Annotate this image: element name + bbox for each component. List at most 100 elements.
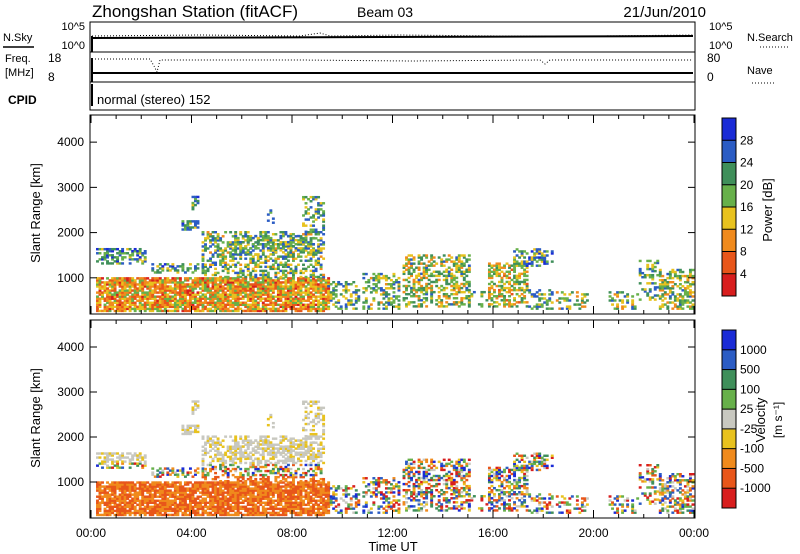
power-cell (229, 293, 233, 296)
power-cell (292, 273, 295, 277)
power-cell (490, 266, 494, 269)
power-cell (322, 307, 326, 311)
velocity-cell (266, 489, 270, 492)
velocity-cell (304, 491, 308, 494)
velocity-cell (204, 501, 207, 504)
velocity-cell (173, 495, 177, 498)
power-cell (266, 283, 270, 286)
power-cell (369, 291, 373, 294)
power-cell (284, 265, 288, 269)
velocity-cell (246, 491, 250, 494)
velocity-cell (106, 493, 109, 496)
velocity-cell (194, 485, 197, 488)
velocity-cell (98, 503, 102, 507)
power-cell (254, 277, 258, 280)
power-cell (141, 254, 145, 257)
power-cell (322, 279, 326, 282)
power-cell (312, 305, 316, 309)
velocity-cell (188, 513, 192, 517)
power-cell (329, 291, 333, 294)
power-cell (317, 309, 321, 313)
power-cell (246, 265, 250, 269)
velocity-cell (196, 495, 200, 498)
power-cell (314, 291, 318, 294)
velocity-cell (289, 505, 293, 509)
power-cell (216, 239, 220, 242)
power-cell (299, 283, 303, 286)
power-cell (234, 303, 238, 307)
power-cell (271, 287, 275, 290)
power-cell (229, 259, 233, 262)
velocity-cell (204, 493, 207, 496)
power-cell (113, 279, 117, 282)
power-cell (402, 278, 406, 282)
velocity-cell (211, 457, 215, 461)
power-cell (246, 303, 250, 307)
power-cell (384, 293, 388, 296)
power-cell (372, 278, 376, 282)
velocity-cell (106, 454, 109, 457)
velocity-cell (206, 511, 210, 515)
velocity-cell (191, 505, 195, 509)
power-cell (412, 282, 416, 286)
velocity-cell (138, 489, 142, 492)
power-cell (646, 259, 650, 263)
power-cell (111, 277, 115, 280)
power-cell (462, 264, 466, 267)
velocity-cell (269, 485, 273, 488)
power-cell (498, 303, 501, 306)
power-cell (201, 267, 205, 270)
velocity-cell (121, 493, 125, 496)
velocity-cell (286, 481, 290, 484)
velocity-cell (269, 505, 273, 509)
power-cell (128, 301, 132, 304)
power-cell (676, 299, 680, 302)
power-cell (133, 305, 137, 309)
power-cell (249, 238, 253, 242)
velocity-cell (199, 483, 202, 486)
power-cell (251, 291, 255, 294)
velocity-cell (271, 487, 275, 490)
power-cell (266, 231, 270, 234)
velocity-cell (113, 505, 117, 509)
power-cell (133, 289, 137, 292)
power-cell (254, 293, 258, 296)
velocity-cell (241, 489, 245, 492)
nsky-right-tick-bottom: 10^0 (709, 40, 733, 52)
velocity-cell (201, 471, 205, 474)
power-cell (234, 238, 238, 242)
velocity-cell (136, 493, 140, 496)
power-cell (686, 293, 690, 296)
power-cell (493, 268, 496, 271)
power-cell (304, 240, 308, 244)
power-cell (384, 307, 388, 310)
power-cell (138, 277, 142, 280)
velocity-cell (126, 509, 130, 513)
power-cell (143, 305, 147, 309)
power-cell (181, 297, 185, 300)
velocity-cell (183, 499, 187, 502)
power-cell (500, 266, 504, 269)
power-cell (219, 259, 223, 262)
power-cell (425, 268, 429, 271)
power-cell (352, 303, 356, 306)
power-cell (309, 295, 313, 298)
velocity-cell (131, 493, 135, 496)
velocity-cell (241, 499, 245, 502)
power-cell (188, 226, 192, 229)
power-cell (239, 275, 243, 279)
velocity-cell (128, 503, 132, 507)
velocity-cell (171, 501, 175, 504)
power-cell (304, 247, 308, 250)
power-cell (256, 279, 260, 282)
power-cell (437, 301, 441, 304)
power-cell (161, 289, 165, 292)
power-cell (229, 285, 233, 288)
power-cell (136, 293, 140, 296)
velocity-cell (279, 491, 283, 494)
power-cell (412, 301, 416, 304)
power-cell (299, 309, 303, 313)
power-cell (246, 281, 250, 284)
velocity-cell (121, 489, 125, 492)
power-cell (513, 264, 517, 267)
